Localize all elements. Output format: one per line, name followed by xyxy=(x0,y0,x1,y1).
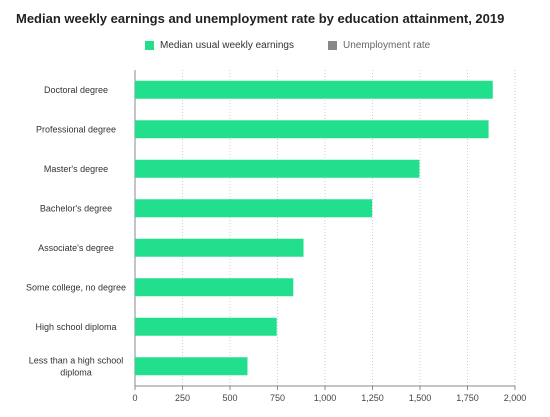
x-tick-label-6: 1,500 xyxy=(409,393,432,403)
x-tick-label-1: 250 xyxy=(175,393,190,403)
x-tick-label-4: 1,000 xyxy=(314,393,337,403)
category-label-6: High school diploma xyxy=(35,322,116,332)
bar-3 xyxy=(135,199,373,218)
legend-swatch-earnings xyxy=(145,41,154,50)
bar-7 xyxy=(135,357,248,376)
x-tick-label-3: 750 xyxy=(270,393,285,403)
legend: Median usual weekly earnings Unemploymen… xyxy=(145,40,464,51)
category-label-7: Less than a high school diploma xyxy=(29,355,124,377)
category-label-3: Bachelor's degree xyxy=(40,203,112,213)
chart-title: Median weekly earnings and unemployment … xyxy=(16,11,505,26)
category-label-2: Master's degree xyxy=(44,164,108,174)
category-label-4: Associate's degree xyxy=(38,243,114,253)
legend-item-earnings[interactable]: Median usual weekly earnings xyxy=(145,40,294,51)
x-tick-label-8: 2,000 xyxy=(504,393,527,403)
category-label-5: Some college, no degree xyxy=(26,282,126,292)
category-label-0: Doctoral degree xyxy=(44,85,108,95)
legend-item-unemployment[interactable]: Unemployment rate xyxy=(327,40,431,51)
legend-label-earnings: Median usual weekly earnings xyxy=(160,40,294,51)
legend-swatch-unemployment xyxy=(327,41,337,50)
bar-4 xyxy=(135,238,304,257)
x-tick-label-5: 1,250 xyxy=(361,393,384,403)
x-tick-label-7: 1,750 xyxy=(456,393,479,403)
bar-2 xyxy=(135,159,420,178)
category-label-1: Professional degree xyxy=(36,124,116,134)
x-tick-label-2: 500 xyxy=(222,393,237,403)
bar-5 xyxy=(135,278,294,297)
legend-label-unemployment: Unemployment rate xyxy=(342,40,431,51)
bar-1 xyxy=(135,120,489,139)
bar-6 xyxy=(135,317,277,336)
x-tick-label-0: 0 xyxy=(132,393,137,403)
bar-0 xyxy=(135,80,493,99)
